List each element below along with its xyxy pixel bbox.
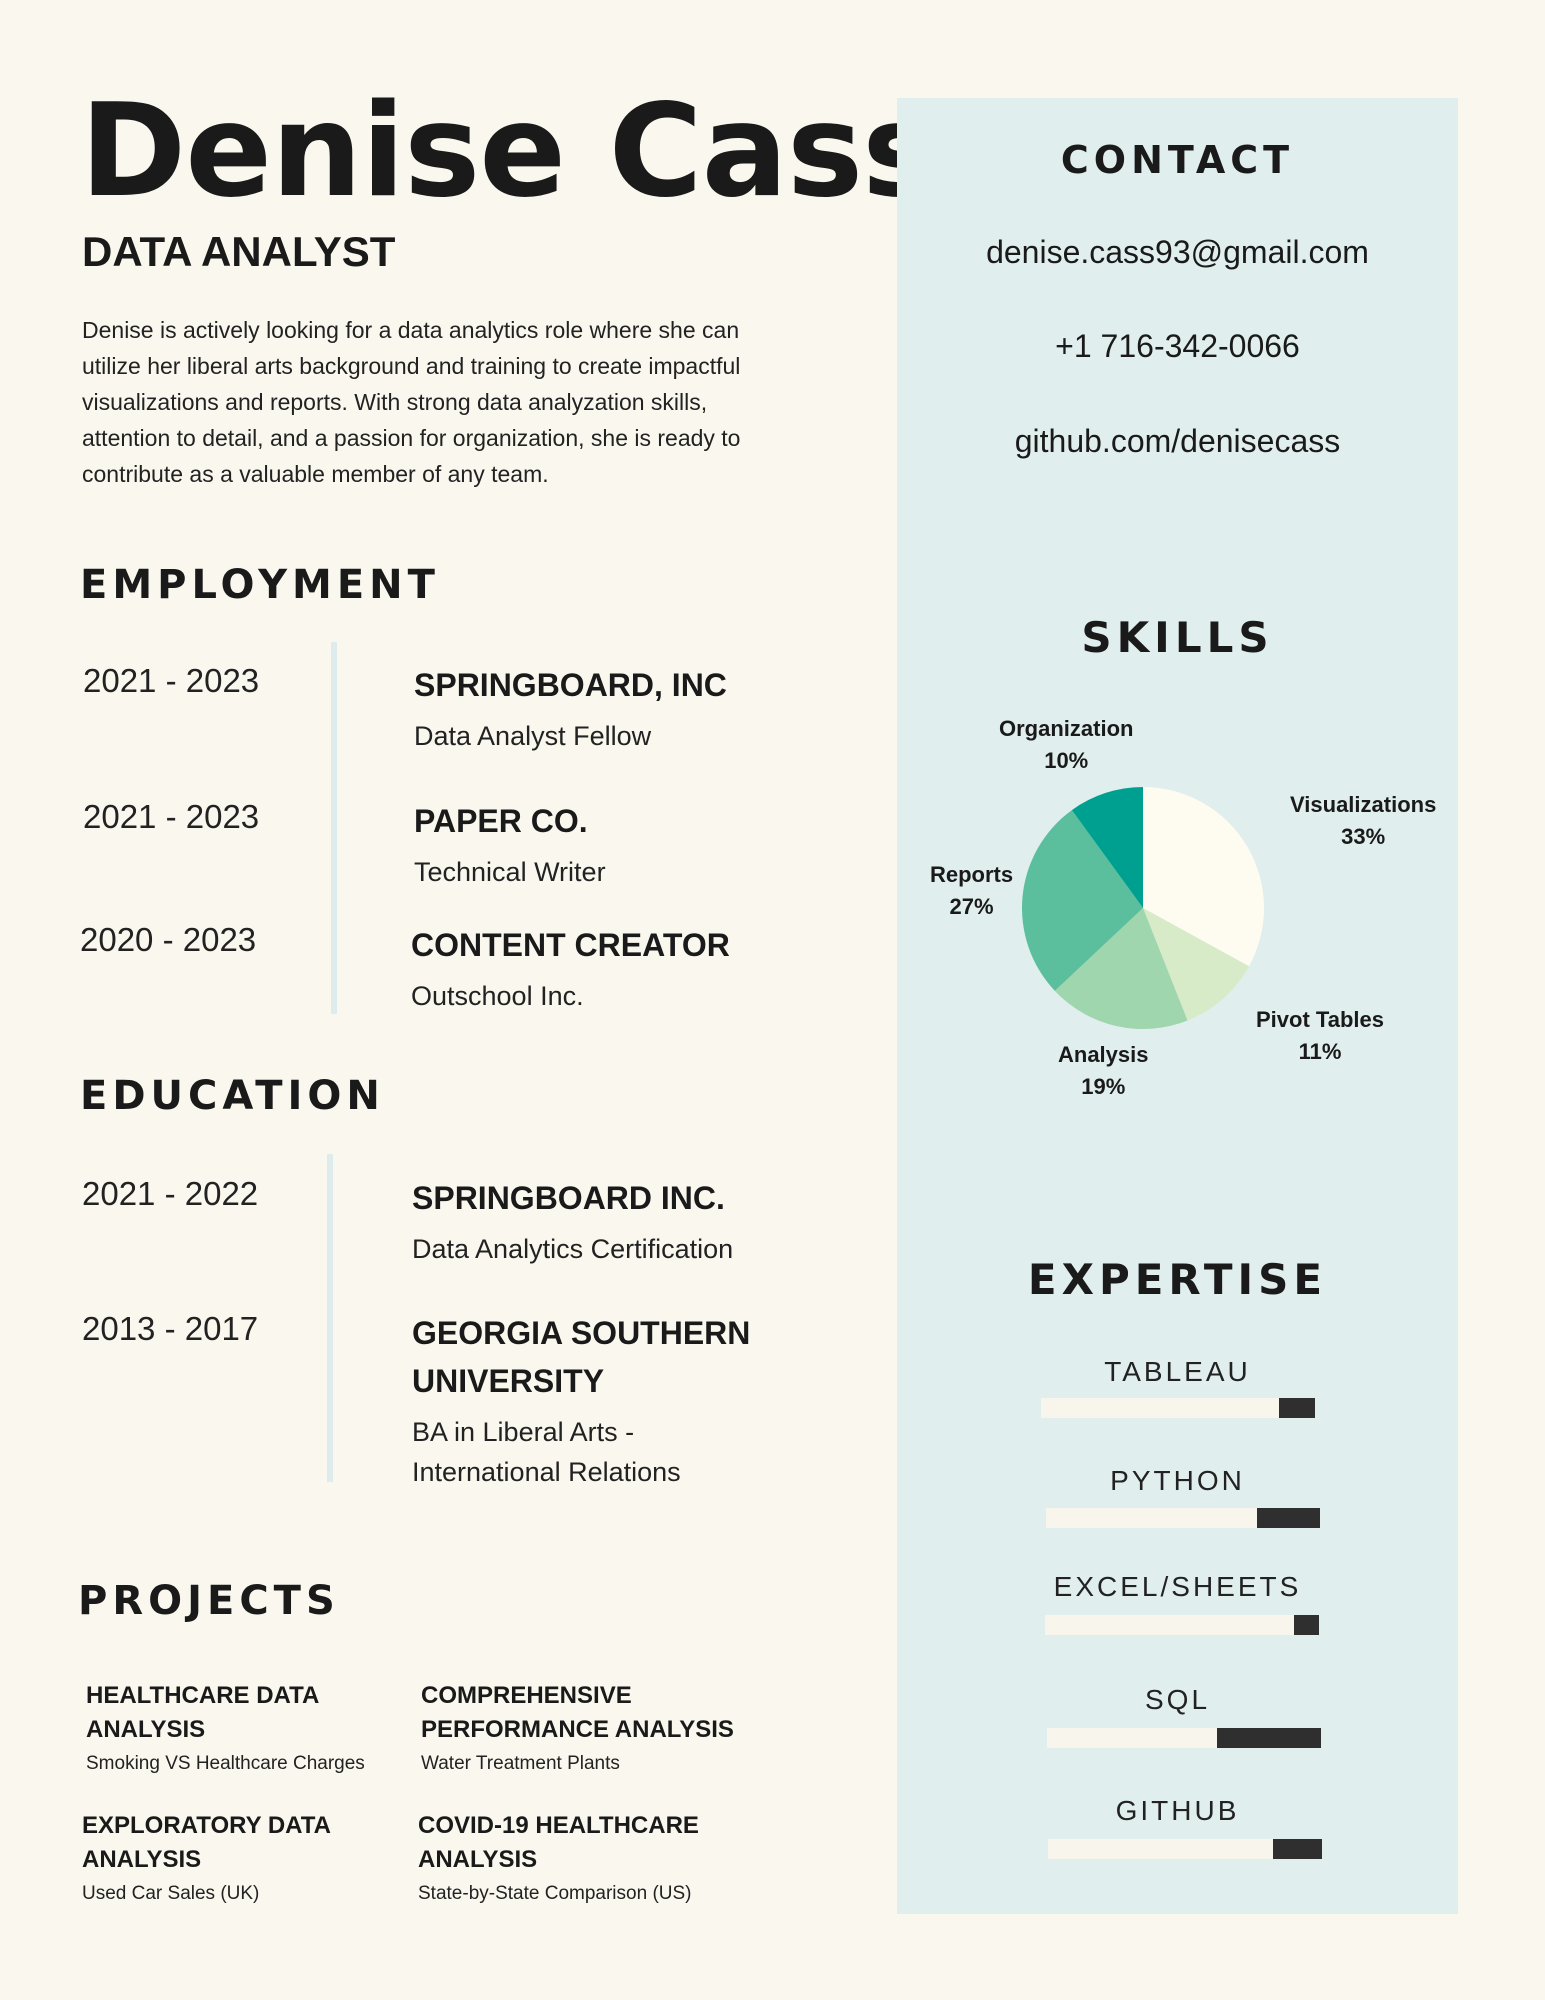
pie-label-pivot-tables: Pivot Tables 11% bbox=[1256, 1004, 1384, 1068]
pie-label-name: Analysis bbox=[1058, 1042, 1149, 1067]
skills-pie-chart bbox=[1022, 787, 1264, 1029]
project-title: ANALYSIS bbox=[86, 1716, 206, 1743]
expertise-bar bbox=[1047, 1728, 1321, 1748]
pie-label-value: 27% bbox=[949, 894, 994, 919]
project-title: COMPREHENSIVE bbox=[421, 1682, 632, 1709]
pie-slice-analysis bbox=[1054, 908, 1188, 1029]
project-subtitle: Water Treatment Plants bbox=[421, 1753, 620, 1774]
project-item: COMPREHENSIVE PERFORMANCE ANALYSIS Water… bbox=[421, 1679, 734, 1775]
employment-date: 2021 - 2023 bbox=[83, 798, 260, 835]
project-item: COVID-19 HEALTHCARE ANALYSIS State-by-St… bbox=[418, 1809, 699, 1905]
pie-slice-pivot-tables bbox=[1143, 908, 1250, 1021]
project-title: PERFORMANCE ANALYSIS bbox=[421, 1716, 734, 1743]
expertise-bar-fill bbox=[1272, 1839, 1322, 1859]
project-title: ANALYSIS bbox=[418, 1846, 538, 1873]
expertise-bar bbox=[1045, 1615, 1319, 1635]
project-subtitle: Used Car Sales (UK) bbox=[82, 1883, 260, 1904]
employment-date: 2021 - 2023 bbox=[83, 662, 260, 699]
education-date: 2021 - 2022 bbox=[82, 1175, 259, 1212]
pie-label-value: 10% bbox=[1044, 748, 1089, 773]
expertise-bar bbox=[1048, 1839, 1322, 1859]
sidebar-panel: CONTACT denise.cass93@gmail.com +1 716-3… bbox=[897, 98, 1458, 1914]
expertise-label: PYTHON bbox=[1110, 1465, 1245, 1496]
employment-company: PAPER CO. bbox=[414, 803, 588, 839]
education-heading: EDUCATION bbox=[80, 1073, 385, 1119]
expertise-heading: EXPERTISE bbox=[1027, 1255, 1328, 1304]
employment-company: SPRINGBOARD, INC bbox=[414, 667, 727, 703]
expertise-bar-fill bbox=[1256, 1508, 1320, 1528]
education-school: UNIVERSITY bbox=[412, 1363, 605, 1399]
expertise-bar-fill bbox=[1279, 1398, 1315, 1418]
pie-label-value: 19% bbox=[1081, 1074, 1126, 1099]
expertise-bar-fill bbox=[1216, 1728, 1321, 1748]
pie-label-name: Pivot Tables bbox=[1256, 1007, 1384, 1032]
employment-company: CONTENT CREATOR bbox=[411, 927, 730, 963]
employment-position: Technical Writer bbox=[414, 857, 606, 887]
project-title: COVID-19 HEALTHCARE bbox=[418, 1812, 699, 1839]
job-title: DATA ANALYST bbox=[82, 228, 396, 275]
pie-label-value: 33% bbox=[1341, 824, 1386, 849]
expertise-label: TABLEAU bbox=[1104, 1356, 1251, 1387]
skills-heading: SKILLS bbox=[1081, 613, 1274, 662]
pie-label-name: Organization bbox=[999, 716, 1134, 741]
project-title: HEALTHCARE DATA bbox=[86, 1682, 320, 1709]
contact-heading: CONTACT bbox=[1060, 138, 1295, 182]
project-title: EXPLORATORY DATA bbox=[82, 1812, 331, 1839]
pie-label-name: Visualizations bbox=[1290, 792, 1437, 817]
project-item: HEALTHCARE DATA ANALYSIS Smoking VS Heal… bbox=[86, 1679, 365, 1775]
expertise-bar-fill bbox=[1294, 1615, 1319, 1635]
expertise-bar bbox=[1046, 1508, 1320, 1528]
employment-timeline-line bbox=[331, 642, 337, 1014]
education-timeline-line bbox=[327, 1154, 333, 1482]
education-program: BA in Liberal Arts - bbox=[412, 1417, 635, 1447]
pie-label-name: Reports bbox=[930, 862, 1014, 887]
project-title: ANALYSIS bbox=[82, 1846, 202, 1873]
contact-phone[interactable]: +1 716-342-0066 bbox=[1055, 328, 1300, 364]
pie-slice-organization bbox=[1071, 787, 1143, 908]
expertise-label: SQL bbox=[1144, 1684, 1211, 1715]
contact-github[interactable]: github.com/denisecass bbox=[1014, 423, 1341, 459]
employment-heading: EMPLOYMENT bbox=[80, 562, 440, 608]
pie-slice-reports bbox=[1022, 810, 1143, 991]
projects-heading: PROJECTS bbox=[78, 1578, 340, 1624]
pie-label-reports: Reports 27% bbox=[930, 859, 1013, 923]
education-school: SPRINGBOARD INC. bbox=[412, 1180, 725, 1216]
pie-slice-visualizations bbox=[1143, 787, 1264, 967]
employment-position: Data Analyst Fellow bbox=[414, 721, 652, 751]
pie-label-visualizations: Visualizations 33% bbox=[1290, 789, 1436, 853]
project-subtitle: State-by-State Comparison (US) bbox=[418, 1883, 692, 1904]
expertise-bar bbox=[1041, 1398, 1315, 1418]
project-subtitle: Smoking VS Healthcare Charges bbox=[86, 1753, 365, 1774]
summary-paragraph: Denise is actively looking for a data an… bbox=[82, 317, 741, 487]
project-item: EXPLORATORY DATA ANALYSIS Used Car Sales… bbox=[82, 1809, 331, 1905]
expertise-label: GITHUB bbox=[1115, 1795, 1240, 1826]
employment-position: Outschool Inc. bbox=[411, 981, 584, 1011]
education-program: International Relations bbox=[412, 1457, 681, 1487]
candidate-name: Denise Cass bbox=[80, 77, 938, 226]
pie-label-organization: Organization 10% bbox=[999, 713, 1133, 777]
expertise-label: EXCEL/SHEETS bbox=[1053, 1571, 1302, 1602]
pie-label-analysis: Analysis 19% bbox=[1058, 1039, 1149, 1103]
education-school: GEORGIA SOUTHERN bbox=[412, 1315, 751, 1351]
education-program: Data Analytics Certification bbox=[412, 1234, 734, 1264]
education-date: 2013 - 2017 bbox=[82, 1310, 259, 1347]
contact-email[interactable]: denise.cass93@gmail.com bbox=[986, 234, 1369, 270]
pie-label-value: 11% bbox=[1298, 1039, 1342, 1064]
employment-date: 2020 - 2023 bbox=[80, 921, 257, 958]
